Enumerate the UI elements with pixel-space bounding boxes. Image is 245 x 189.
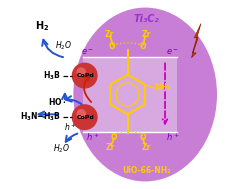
Text: Ti₃C₂: Ti₃C₂ [133, 14, 159, 24]
Text: Zr: Zr [141, 29, 151, 39]
Text: O: O [111, 132, 117, 142]
Text: CoPd: CoPd [77, 115, 95, 120]
Ellipse shape [73, 8, 217, 181]
Polygon shape [192, 24, 201, 58]
Text: $H_2O$: $H_2O$ [52, 142, 70, 155]
Circle shape [77, 68, 86, 76]
Text: $\mathbf{H_3N{-}H_3B}$: $\mathbf{H_3N{-}H_3B}$ [20, 111, 61, 123]
Text: Zr: Zr [106, 143, 115, 152]
Text: $e^-$: $e^-$ [81, 47, 94, 57]
FancyBboxPatch shape [83, 57, 177, 132]
Text: $\mathbf{HO\bullet}$: $\mathbf{HO\bullet}$ [48, 96, 67, 107]
Text: CoPd: CoPd [77, 73, 95, 78]
Text: $\mathbf{H_3B}$: $\mathbf{H_3B}$ [43, 69, 61, 82]
Text: $h^+$: $h^+$ [64, 122, 77, 133]
Text: NH₂: NH₂ [155, 83, 171, 92]
Text: Zr: Zr [141, 143, 151, 152]
Text: O: O [139, 132, 146, 142]
Text: UiO-66-NH₂: UiO-66-NH₂ [122, 166, 171, 175]
Text: $H_2O$: $H_2O$ [55, 39, 73, 52]
Circle shape [73, 63, 97, 88]
Text: $h^+$: $h^+$ [166, 131, 179, 143]
Text: $e^-$: $e^-$ [166, 47, 179, 57]
Text: $\mathbf{H_2}$: $\mathbf{H_2}$ [35, 19, 49, 33]
Text: Zr: Zr [105, 29, 114, 39]
Text: O: O [109, 42, 115, 51]
Circle shape [77, 110, 86, 118]
Text: $h^+$: $h^+$ [86, 131, 100, 143]
Circle shape [73, 105, 97, 129]
Text: O: O [140, 42, 147, 51]
